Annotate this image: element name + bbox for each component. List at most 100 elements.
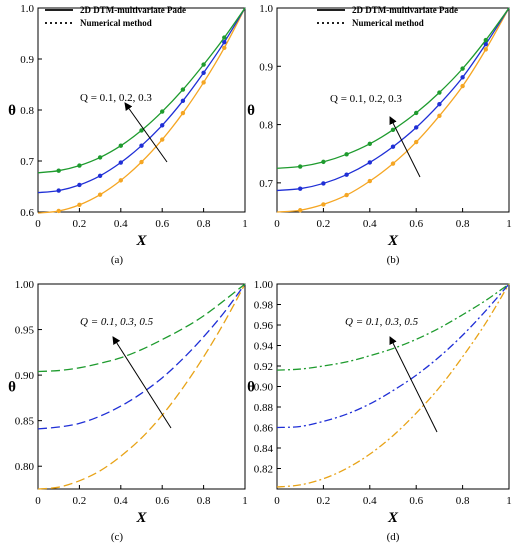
annotation-text: Q = 0.1, 0.3, 0.5 (345, 316, 419, 328)
x-tick-label: 0.4 (114, 495, 128, 507)
x-tick-label: 0.4 (363, 218, 377, 230)
y-tick-label: 0.96 (254, 320, 274, 332)
panel-c: 0 0.2 0.4 0.6 0.8 1 0.80 0.85 0.90 0.95 1.00 Xθ Q = … (8, 279, 248, 543)
y-tick-label: 0.7 (259, 178, 273, 190)
plot-frame (276, 7, 510, 213)
y-tick-label: 1.00 (254, 279, 274, 291)
x-axis-title: X (135, 510, 147, 526)
panel-caption: (b) (387, 254, 400, 266)
series-point-2 (56, 168, 61, 173)
series-point-2 (414, 110, 419, 116)
series-point-0 (222, 45, 227, 50)
x-tick-label: 0 (274, 495, 280, 507)
annotation-arrow (389, 336, 438, 433)
x-tick-label: 0 (274, 218, 280, 230)
series-point-1 (180, 98, 186, 104)
plot-frame (37, 283, 246, 490)
series-point-0 (298, 208, 303, 213)
x-tick-label: 0.6 (155, 218, 169, 230)
series-point-1 (118, 160, 124, 165)
series-point-2 (437, 90, 442, 95)
y-tick-label: 0.90 (254, 382, 274, 394)
series-line-2 (37, 283, 246, 373)
annotation-text: Q = 0.1, 0.3, 0.5 (80, 316, 154, 328)
series-point-2 (118, 143, 124, 148)
series-point-0 (414, 139, 419, 145)
series-point-2 (367, 141, 372, 147)
series-point-1 (160, 123, 165, 128)
series-line-2 (276, 283, 510, 371)
series-point-0 (390, 161, 396, 166)
y-axis-title: θ (8, 380, 16, 396)
series-point-0 (367, 178, 372, 184)
series-point-0 (483, 47, 488, 52)
y-tick-label: 0.86 (254, 423, 274, 435)
series-point-2 (201, 62, 206, 67)
series-point-1 (460, 75, 465, 80)
series-point-1 (321, 181, 326, 186)
series-point-2 (321, 159, 326, 165)
x-tick-label: 0.2 (317, 495, 331, 507)
y-tick-label: 0.85 (15, 416, 35, 428)
x-tick-label: 0.8 (456, 218, 470, 230)
y-tick-label: 0.80 (15, 461, 35, 473)
y-tick-label: 0.6 (20, 207, 34, 219)
series-point-1 (222, 39, 227, 45)
series-line-2 (37, 7, 246, 174)
y-tick-label: 0.9 (259, 61, 273, 73)
x-tick-label: 0.6 (409, 218, 423, 230)
y-tick-label: 1.0 (259, 3, 273, 15)
series-point-0 (77, 202, 82, 208)
x-axis-title: X (135, 233, 147, 249)
y-tick-label: 0.7 (20, 156, 34, 168)
series-point-1 (367, 160, 372, 165)
legend-label: Numerical method (80, 18, 152, 28)
y-tick-label: 0.84 (254, 443, 274, 455)
x-tick-label: 0 (35, 218, 41, 230)
legend-label: 2D DTM-multivariate Pade (80, 5, 186, 15)
series-point-1 (344, 172, 349, 177)
x-tick-label: 0.2 (73, 495, 87, 507)
series-point-0 (56, 208, 61, 214)
series-point-2 (483, 37, 488, 43)
series-point-2 (139, 128, 144, 133)
series-point-2 (160, 109, 165, 114)
annotation-arrow (389, 116, 421, 178)
x-tick-label: 0.4 (363, 495, 377, 507)
series-point-0 (97, 192, 103, 197)
series-line-2 (276, 7, 510, 169)
series-point-0 (437, 113, 442, 119)
series-point-1 (298, 186, 303, 191)
series-point-0 (118, 178, 124, 183)
annotation-text: Q = 0.1, 0.2, 0.3 (80, 92, 152, 104)
panel-b: 0 0.2 0.4 0.6 0.8 1 0.7 0.8 0.9 1.0 Xθ 2D DTM-multi… (247, 3, 512, 266)
series-point-0 (321, 202, 326, 207)
series-line-0 (276, 7, 510, 213)
x-tick-label: 0.8 (456, 495, 470, 507)
series-point-1 (97, 173, 103, 178)
series-point-2 (77, 163, 82, 168)
series-point-1 (77, 182, 82, 188)
x-tick-label: 0.8 (197, 495, 211, 507)
series-point-1 (201, 70, 206, 75)
series-point-1 (414, 125, 419, 130)
y-axis-title: θ (8, 103, 16, 119)
x-axis-title: X (387, 510, 399, 526)
y-tick-label: 0.8 (20, 105, 34, 117)
series-line-0 (37, 283, 246, 490)
series-point-2 (344, 152, 349, 157)
x-tick-label: 0.2 (73, 218, 87, 230)
annotation-text: Q = 0.1, 0.2, 0.3 (330, 93, 402, 105)
panel-caption: (d) (387, 531, 400, 543)
y-tick-label: 0.82 (254, 464, 273, 476)
legend-label: Numerical method (352, 18, 424, 28)
series-point-2 (180, 87, 186, 92)
series-point-1 (390, 144, 396, 149)
series-point-0 (201, 80, 206, 85)
series-point-1 (56, 188, 61, 193)
annotation-arrow (112, 336, 172, 429)
panel-d: 0 0.2 0.4 0.6 0.8 1 0.82 0.84 0.86 0.88 0.90 0.92 0.… (247, 279, 512, 543)
legend: 2D DTM-multivariate Pade Numerical method (317, 5, 458, 28)
panel-caption: (a) (111, 254, 124, 266)
x-tick-label: 1 (242, 495, 248, 507)
